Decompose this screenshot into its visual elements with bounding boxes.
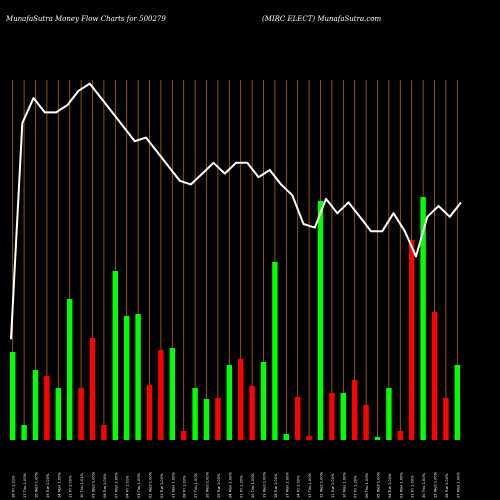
x-tick-label: 04 Tue 1.00% bbox=[388, 473, 392, 498]
bar bbox=[443, 398, 449, 440]
bar bbox=[363, 405, 369, 440]
x-tick-label: 11 Tue 1.00% bbox=[331, 473, 335, 498]
x-tick-label: 19 Wed 1.00% bbox=[263, 471, 267, 498]
bar bbox=[89, 338, 96, 440]
bar bbox=[431, 312, 438, 440]
bar bbox=[420, 197, 426, 440]
x-tick-label: 07 Mon 2.00% bbox=[114, 472, 118, 498]
bar bbox=[260, 362, 267, 440]
bars bbox=[10, 197, 460, 440]
bar bbox=[306, 436, 312, 440]
x-tick-labels: 18 Fri 1.01% 17 Thu 1.00% 16 Wed 1.00% 15 T… bbox=[12, 471, 461, 498]
x-tick-label: 18 Tue 1.00% bbox=[274, 473, 278, 498]
x-tick-label: 18 Fri 1.01% bbox=[12, 475, 16, 498]
x-tick-label: 11 Fri 2.00% bbox=[69, 475, 73, 498]
money-flow-line-path bbox=[10, 82, 462, 340]
x-tick-label: 13 Thu 1.00% bbox=[308, 472, 312, 498]
bar bbox=[192, 388, 198, 440]
x-tick-label: 02 Wed 1.00% bbox=[149, 471, 153, 498]
bar bbox=[317, 201, 324, 440]
bar bbox=[295, 397, 301, 440]
bar bbox=[226, 365, 232, 440]
x-tick-label: 05 Wed 1.00% bbox=[377, 471, 381, 498]
x-tick-label: 04 Fri 1.01% bbox=[126, 475, 130, 498]
bar bbox=[454, 365, 460, 440]
x-tick-label: 10 Thu 1.01% bbox=[80, 472, 84, 498]
x-tick-label: 29 Wed 1.00% bbox=[434, 471, 438, 498]
x-tick-label: 06 Thu 1.00% bbox=[365, 472, 369, 498]
x-tick-label: 26 Wed 1.00% bbox=[206, 471, 210, 498]
bar bbox=[283, 434, 289, 440]
bar bbox=[169, 348, 175, 440]
x-tick-label: 31 Fri 1.00% bbox=[411, 475, 415, 498]
x-tick-label: 21 Fri 1.00% bbox=[240, 475, 244, 498]
x-tick-label: 16 Wed 1.00% bbox=[35, 471, 39, 498]
money-flow-line bbox=[10, 82, 462, 340]
x-tick-label: 03 Thu 1.00% bbox=[137, 472, 141, 498]
x-tick-label: 01 Tue 1.00% bbox=[160, 473, 164, 498]
bar bbox=[329, 393, 335, 440]
x-tick-label: 10 Mon 1.00% bbox=[342, 472, 346, 498]
x-tick-label: 28 Tue 1.00% bbox=[445, 473, 449, 498]
x-tick-label: 12 Wed 1.00% bbox=[320, 471, 324, 498]
bar bbox=[386, 388, 392, 440]
bar bbox=[340, 393, 346, 440]
bar bbox=[112, 271, 118, 440]
bar bbox=[374, 437, 381, 440]
x-tick-label: 03 Mon 1.00% bbox=[399, 472, 403, 498]
x-tick-label: 25 Tue 1.00% bbox=[217, 473, 221, 498]
x-tick-label: 17 Mon 2.00% bbox=[285, 472, 289, 498]
bar bbox=[10, 352, 16, 440]
bar bbox=[21, 425, 27, 440]
bar bbox=[101, 425, 107, 440]
bar bbox=[55, 388, 61, 440]
bar bbox=[409, 240, 415, 440]
x-tick-label: 28 Fri 1.00% bbox=[183, 475, 187, 498]
bar bbox=[158, 350, 164, 440]
bar bbox=[215, 398, 221, 440]
bar bbox=[272, 262, 278, 440]
x-tick-label: 07 Fri 1.00% bbox=[354, 475, 358, 498]
x-tick-label: 27 Mon 1.00% bbox=[456, 472, 460, 498]
bar bbox=[67, 299, 73, 440]
bar bbox=[397, 431, 403, 440]
bar bbox=[203, 399, 210, 440]
bar bbox=[249, 386, 255, 440]
x-tick-label: 27 Thu 1.00% bbox=[194, 472, 198, 498]
x-tick-label: 14 Fri 1.00% bbox=[297, 475, 301, 498]
chart-title-right: (MIRC ELECT) MunafaSutra.com bbox=[262, 15, 382, 23]
x-tick-label: 24 Mon 1.00% bbox=[228, 472, 232, 498]
x-tick-label: 30 Thu 1.00% bbox=[422, 472, 426, 498]
x-tick-label: 17 Thu 1.00% bbox=[23, 472, 27, 498]
chart-title-left: MunafaSutra Money Flow Charts for 500279 bbox=[6, 15, 166, 23]
x-tick-label: 08 Tue 1.00% bbox=[103, 473, 107, 498]
grid-lines bbox=[12, 80, 458, 440]
bar bbox=[78, 388, 84, 440]
x-tick-label: 09 Wed 1.00% bbox=[92, 471, 96, 498]
bar bbox=[44, 376, 50, 440]
bar bbox=[146, 385, 153, 440]
bar bbox=[352, 380, 358, 440]
bar bbox=[135, 314, 141, 440]
x-tick-label: 20 Thu 1.00% bbox=[251, 472, 255, 498]
x-tick-label: 31 Mon 1.00% bbox=[171, 472, 175, 498]
bar bbox=[124, 316, 130, 440]
x-tick-label: 14 Mon 1.00% bbox=[57, 472, 61, 498]
bar bbox=[238, 359, 244, 440]
bar bbox=[32, 370, 39, 440]
x-tick-label: 15 Tue 1.00% bbox=[46, 473, 50, 498]
bar bbox=[181, 431, 187, 440]
